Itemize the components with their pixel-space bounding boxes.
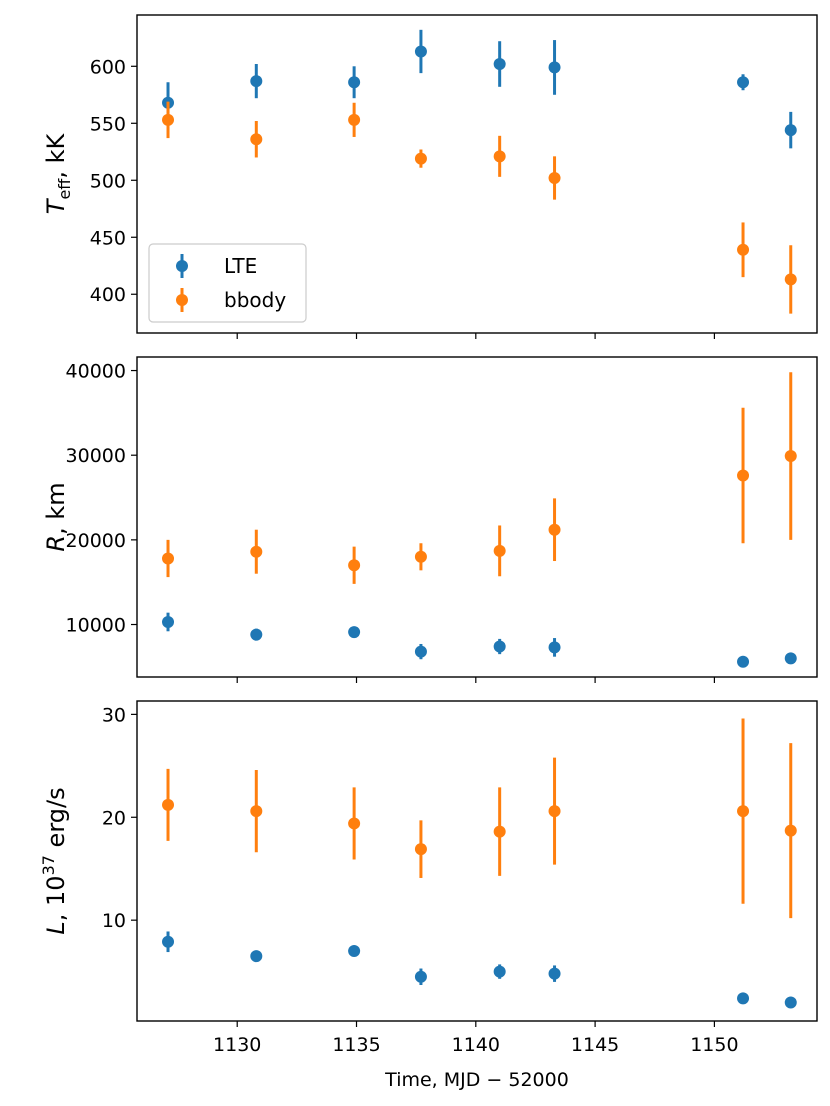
data-point bbox=[737, 655, 750, 668]
axes-frame bbox=[136, 356, 818, 678]
y-tick-label: 450 bbox=[90, 227, 126, 249]
data-point bbox=[548, 641, 561, 654]
data-point bbox=[162, 798, 175, 811]
y-tick-label: 30000 bbox=[66, 445, 126, 467]
data-point bbox=[414, 45, 427, 58]
y-tick-label: 10000 bbox=[66, 615, 126, 637]
axes-frame bbox=[136, 14, 818, 334]
data-point bbox=[162, 552, 175, 565]
y-tick-label: 10 bbox=[102, 910, 126, 932]
y-axis-label: R, km bbox=[42, 482, 70, 551]
data-point bbox=[548, 523, 561, 536]
x-tick-label: 1135 bbox=[332, 1034, 380, 1056]
data-point bbox=[493, 640, 506, 653]
y-axis-label: Teff, kK bbox=[42, 133, 74, 215]
data-point bbox=[414, 970, 427, 983]
data-point bbox=[548, 805, 561, 818]
x-axis-label: Time, MJD − 52000 bbox=[384, 1069, 569, 1091]
data-point bbox=[493, 150, 506, 163]
data-point bbox=[784, 273, 797, 286]
legend-label-lte: LTE bbox=[224, 254, 257, 278]
y-tick-label: 400 bbox=[90, 284, 126, 306]
data-point bbox=[784, 652, 797, 665]
y-tick-label: 40000 bbox=[66, 361, 126, 383]
data-point bbox=[348, 76, 361, 89]
data-point bbox=[737, 992, 750, 1005]
data-point bbox=[348, 626, 361, 639]
data-point bbox=[737, 469, 750, 482]
data-point bbox=[162, 615, 175, 628]
y-axis-label: L, 1037 erg/s bbox=[39, 787, 70, 934]
data-point bbox=[493, 544, 506, 557]
series-bbody-teff bbox=[162, 101, 797, 314]
data-point bbox=[414, 843, 427, 856]
x-tick-label: 1130 bbox=[213, 1034, 261, 1056]
data-point bbox=[414, 550, 427, 563]
data-point bbox=[737, 805, 750, 818]
y-tick-label: 20 bbox=[102, 807, 126, 829]
data-point bbox=[784, 450, 797, 463]
x-tick-label: 1150 bbox=[690, 1034, 738, 1056]
data-point bbox=[250, 628, 263, 641]
data-point bbox=[162, 113, 175, 126]
data-point bbox=[348, 817, 361, 830]
y-tick-label: 550 bbox=[90, 113, 126, 135]
data-point bbox=[493, 825, 506, 838]
data-point bbox=[493, 965, 506, 978]
data-point bbox=[784, 124, 797, 137]
data-point bbox=[414, 152, 427, 165]
legend: LTE bbody bbox=[148, 243, 307, 323]
data-point bbox=[414, 645, 427, 658]
data-point bbox=[250, 950, 263, 963]
data-point bbox=[250, 805, 263, 818]
data-point bbox=[250, 75, 263, 88]
data-point bbox=[737, 76, 750, 89]
data-point bbox=[493, 58, 506, 71]
data-point bbox=[348, 945, 361, 958]
series-bbody-luminosity bbox=[162, 718, 797, 919]
data-point bbox=[784, 824, 797, 837]
series-lte-luminosity bbox=[162, 931, 797, 1009]
y-tick-label: 600 bbox=[90, 56, 126, 78]
data-point bbox=[548, 967, 561, 980]
x-tick-label: 1140 bbox=[452, 1034, 500, 1056]
data-point bbox=[250, 133, 263, 146]
y-tick-label: 30 bbox=[102, 704, 126, 726]
legend-box bbox=[148, 243, 307, 323]
data-point bbox=[548, 171, 561, 184]
data-point bbox=[162, 935, 175, 948]
series-lte-radius bbox=[162, 612, 797, 668]
y-tick-label: 500 bbox=[90, 170, 126, 192]
data-point bbox=[348, 113, 361, 126]
x-tick-label: 1145 bbox=[571, 1034, 619, 1056]
legend-marker-lte bbox=[176, 260, 188, 272]
axes-frame bbox=[136, 700, 818, 1022]
legend-marker-bbody bbox=[176, 294, 188, 306]
legend-label-bbody: bbody bbox=[224, 288, 286, 312]
panel-luminosity: 10 20 30 1130 1135 1140 1145 1150 L, 1037 erg/s bbox=[39, 700, 818, 1056]
data-point bbox=[737, 243, 750, 256]
data-point bbox=[548, 61, 561, 74]
series-bbody-radius bbox=[162, 372, 797, 584]
data-point bbox=[348, 559, 361, 572]
panel-teff: 400 450 500 550 600 Teff, kK LTE bbody bbox=[42, 14, 818, 339]
panel-radius: 10000 20000 30000 40000 R, km bbox=[42, 356, 818, 683]
series-lte-teff bbox=[162, 29, 797, 149]
data-point bbox=[250, 545, 263, 558]
data-point bbox=[784, 996, 797, 1009]
y-tick-label: 20000 bbox=[66, 530, 126, 552]
